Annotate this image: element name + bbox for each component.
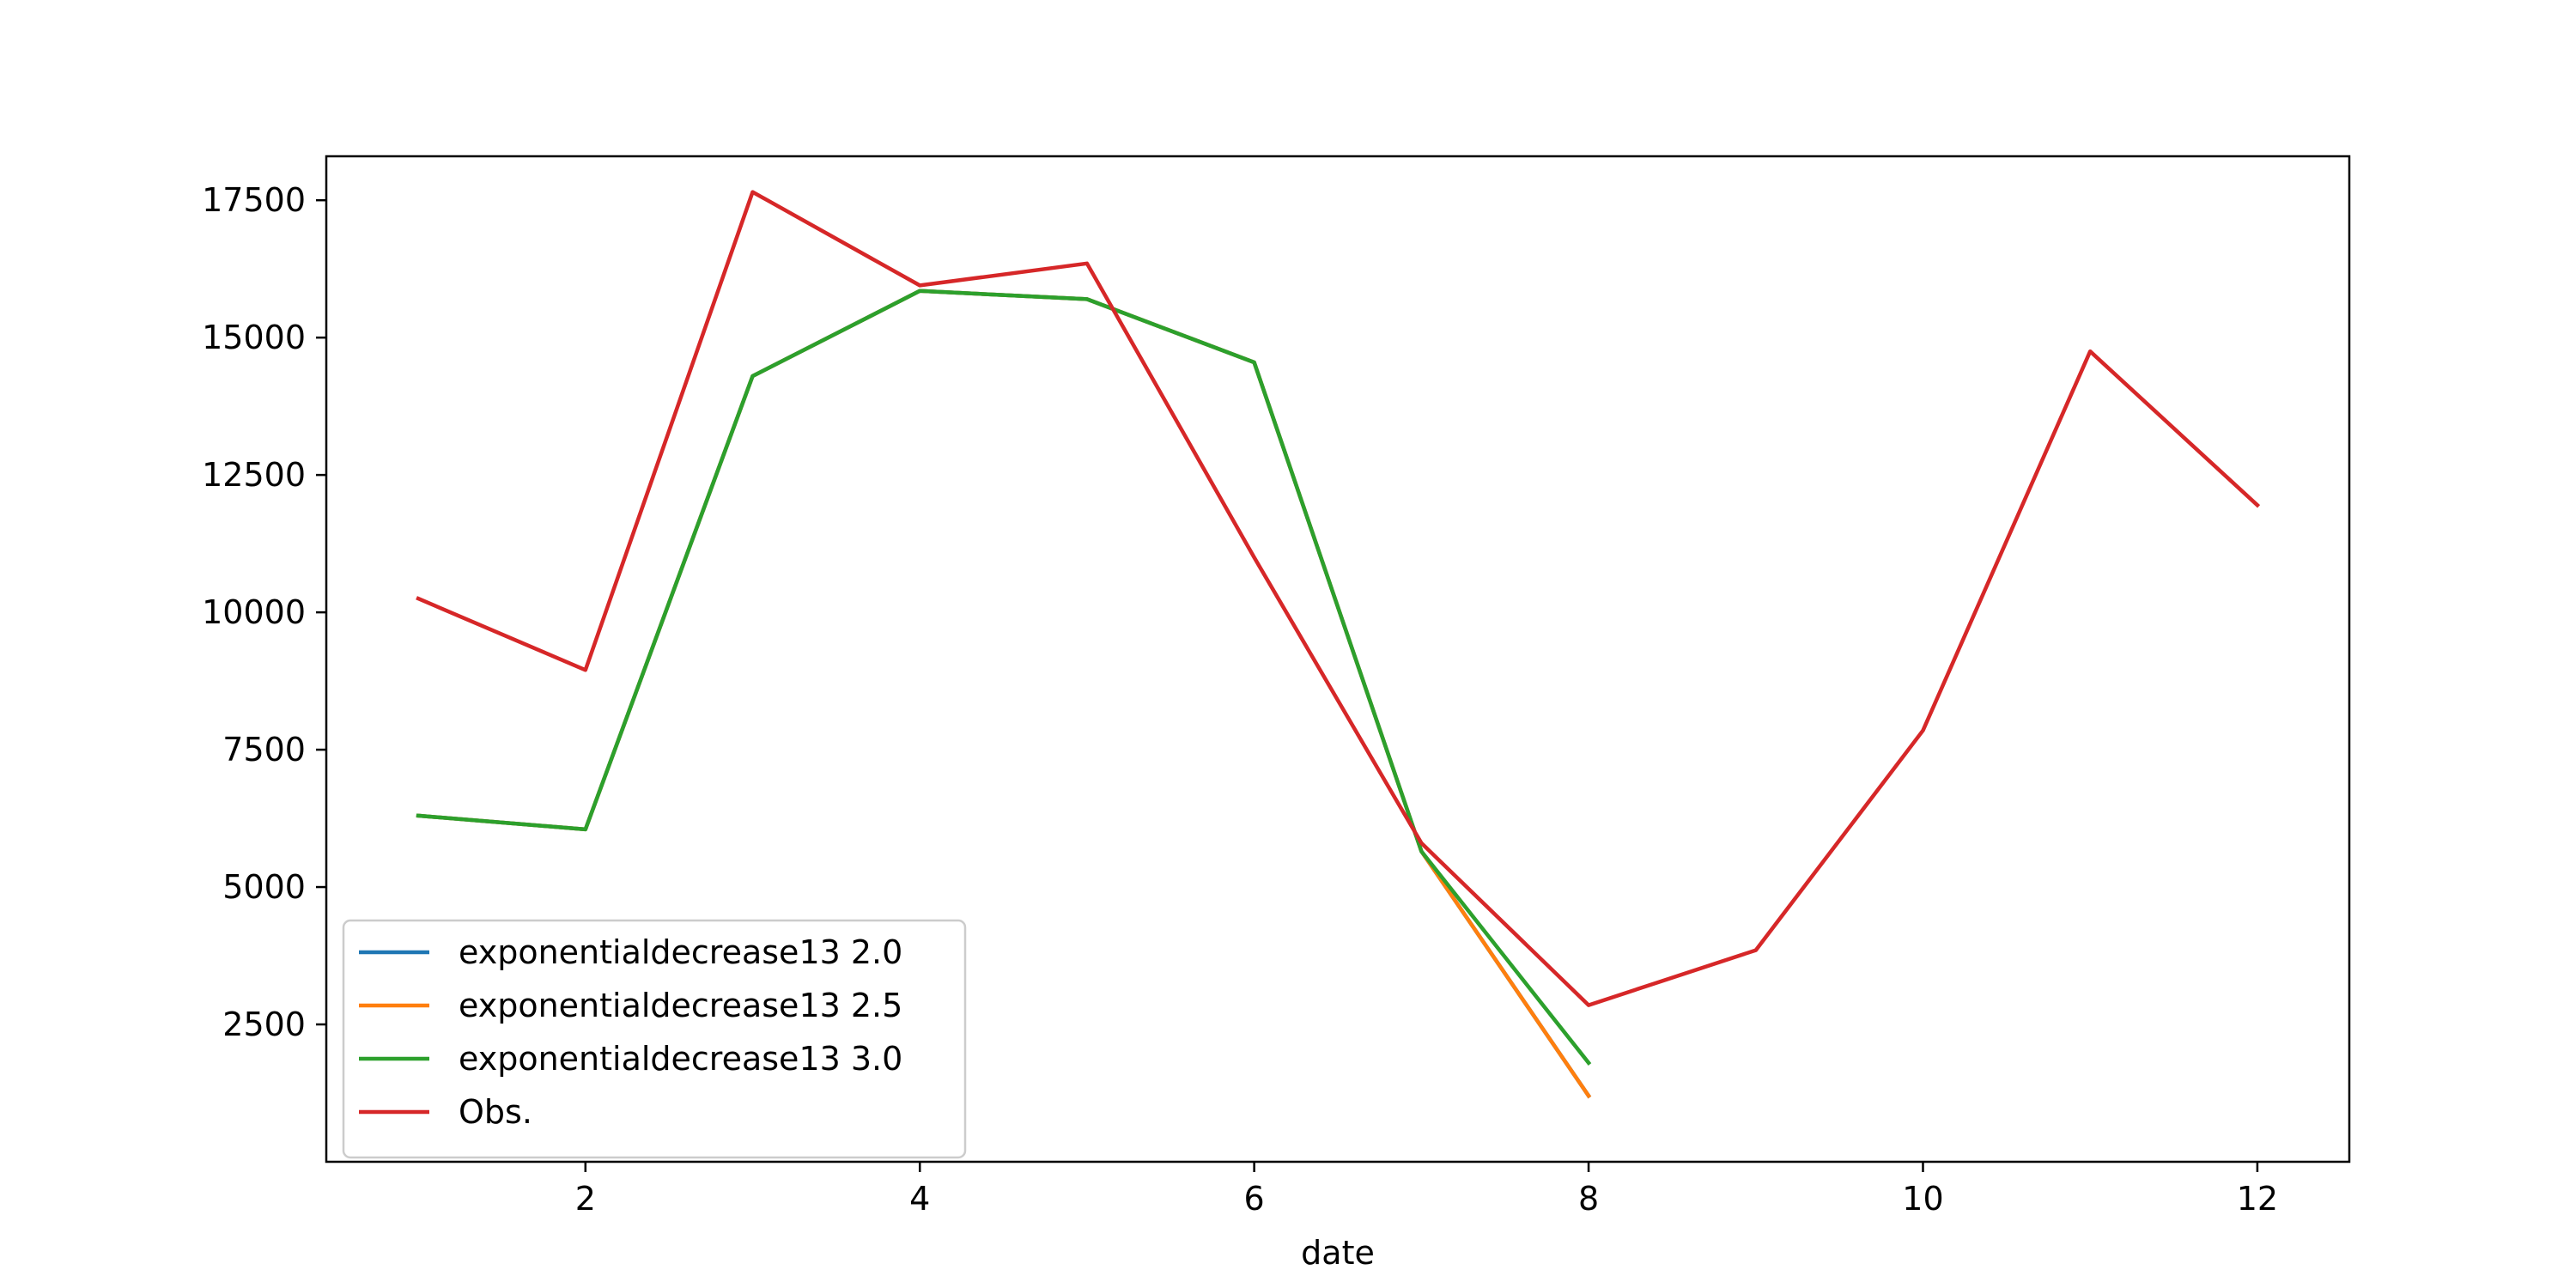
series-line-3 (416, 190, 2261, 1007)
y-tick-label: 15000 (202, 319, 306, 356)
y-tick-label: 2500 (222, 1005, 306, 1043)
x-tick-label: 2 (575, 1180, 596, 1218)
x-axis-label: date (1301, 1234, 1375, 1272)
series-layer (416, 190, 2261, 1099)
y-tick-label: 10000 (202, 593, 306, 631)
y-tick-label: 17500 (202, 181, 306, 219)
plot-frame (325, 155, 2351, 1163)
legend-label: exponentialdecrease13 2.0 (459, 933, 902, 971)
y-tick-label: 5000 (222, 868, 306, 906)
legend-box (342, 919, 967, 1159)
legend-label: Obs. (459, 1093, 532, 1131)
y-tick-label: 7500 (222, 731, 306, 769)
x-tick-label: 12 (2237, 1180, 2278, 1218)
x-tick-label: 8 (1578, 1180, 1599, 1218)
legend-label: exponentialdecrease13 3.0 (459, 1040, 902, 1078)
x-tick-label: 4 (909, 1180, 930, 1218)
x-tick-label: 6 (1244, 1180, 1265, 1218)
series-line-2 (416, 289, 1592, 1066)
legend: exponentialdecrease13 2.0 exponentialdecr… (342, 919, 967, 1159)
x-tick-label: 10 (1902, 1180, 1943, 1218)
y-axis: 2500 5000 7500 10000 12500 15000 17500 (202, 181, 326, 1043)
y-tick-label: 12500 (202, 456, 306, 494)
x-axis: 2 4 6 8 10 12 (575, 1162, 2278, 1218)
legend-label: exponentialdecrease13 2.5 (459, 987, 902, 1024)
